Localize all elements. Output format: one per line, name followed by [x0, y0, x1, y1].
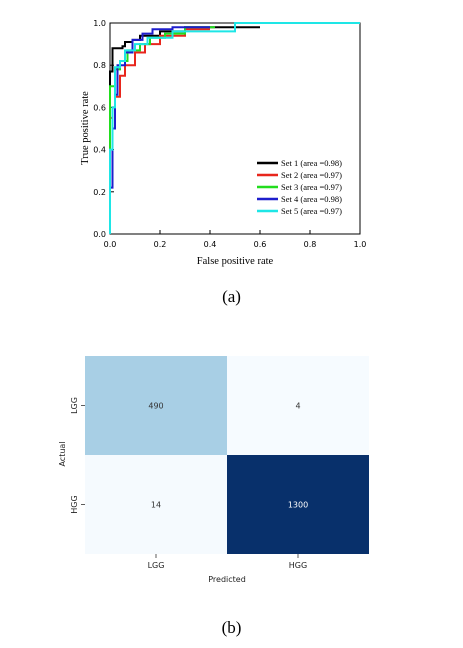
cm-x-axis-label: Predicted	[208, 575, 246, 584]
cm-cell	[85, 356, 227, 455]
cm-cell-value: 490	[148, 402, 163, 411]
roc-y-tick-label: 0.6	[93, 103, 106, 112]
cm-ticks: LGG HGG LGG HGG	[70, 397, 307, 570]
roc-series	[109, 22, 360, 234]
roc-plot-frame	[109, 22, 361, 235]
roc-chart: 0.0 0.2 0.4 0.6 0.8 1.0 0.0 0.2 0.4 0.6 0.8 1.0 Set…	[80, 19, 367, 267]
roc-legend-label-4: Set 4 (area =0.98)	[281, 194, 342, 204]
cm-cell	[227, 455, 369, 554]
cm-y-tick-label: HGG	[70, 495, 79, 513]
roc-x-tick-label: 0.4	[204, 240, 217, 249]
roc-x-tick-label: 0.2	[154, 240, 167, 249]
roc-x-tick-label: 0.0	[104, 240, 117, 249]
roc-series-line-5	[109, 22, 360, 234]
cm-cell-value: 14	[151, 501, 161, 510]
cm-cells: 490 4 14 1300	[85, 356, 369, 554]
cm-x-tick-label: LGG	[148, 561, 165, 570]
roc-y-axis-label: True positive rate	[80, 91, 91, 165]
roc-legend-label-1: Set 1 (area =0.98)	[281, 158, 342, 168]
roc-x-axis-label: False positive rate	[197, 256, 274, 267]
cm-y-tick-label: LGG	[70, 397, 79, 414]
cm-y-axis-label: Actual	[58, 441, 67, 466]
roc-x-tick-label: 1.0	[354, 240, 367, 249]
figure-b-caption: (b)	[221, 618, 242, 637]
roc-y-tick-label: 1.0	[93, 19, 106, 28]
roc-x-tick-label: 0.8	[304, 240, 317, 249]
cm-cell	[85, 455, 227, 554]
roc-x-tick-label: 0.6	[254, 240, 267, 249]
roc-legend: Set 1 (area =0.98) Set 2 (area =0.97) Set …	[257, 158, 342, 216]
roc-y-tick-label: 0.4	[93, 146, 106, 155]
roc-legend-label-5: Set 5 (area =0.97)	[281, 206, 342, 216]
cm-cell-value: 4	[295, 402, 300, 411]
roc-y-tick-label: 0.8	[93, 61, 106, 70]
cm-cell-value: 1300	[288, 501, 308, 510]
figure-a-caption: (a)	[222, 287, 241, 306]
roc-legend-label-3: Set 3 (area =0.97)	[281, 182, 342, 192]
cm-cell	[227, 356, 369, 455]
roc-y-tick-label: 0.0	[93, 230, 106, 239]
roc-y-tick-label: 0.2	[93, 188, 106, 197]
cm-x-tick-label: HGG	[289, 561, 307, 570]
roc-legend-label-2: Set 2 (area =0.97)	[281, 170, 342, 180]
confusion-matrix: 490 4 14 1300 LGG HGG LGG HGG Predicted Actual	[58, 356, 369, 584]
